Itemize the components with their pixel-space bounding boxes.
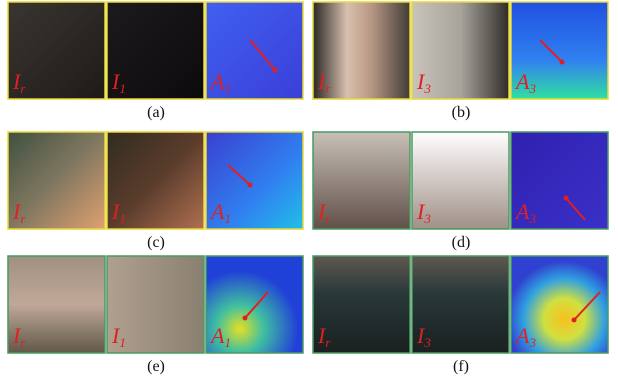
- label-sub: 1: [119, 335, 126, 350]
- label-sub: 3: [423, 335, 431, 350]
- caption: (f): [453, 358, 469, 375]
- caption: (b): [452, 104, 471, 121]
- label-sub: 1: [224, 211, 231, 226]
- label-base: A: [514, 323, 530, 348]
- label-sub: 1: [224, 81, 231, 96]
- arrow-head: [572, 318, 577, 323]
- label-sub: 3: [528, 81, 536, 96]
- arrow-head: [560, 60, 565, 65]
- label-base: A: [209, 69, 225, 94]
- arrow-head: [273, 68, 278, 73]
- caption: (a): [147, 104, 165, 121]
- arrow-head: [564, 196, 569, 201]
- label-sub: 3: [423, 81, 431, 96]
- label-sub: 1: [119, 211, 126, 226]
- caption: (d): [452, 234, 471, 251]
- label-sub: 1: [224, 335, 231, 350]
- label-base: A: [209, 199, 225, 224]
- caption: (e): [147, 358, 165, 375]
- label-base: A: [209, 323, 225, 348]
- arrow-head: [243, 316, 248, 321]
- label-sub: 3: [528, 211, 536, 226]
- label-sub: 1: [119, 81, 126, 96]
- label-sub: 3: [423, 211, 431, 226]
- label-sub: 3: [528, 335, 536, 350]
- caption: (c): [147, 234, 165, 251]
- label-base: A: [514, 69, 530, 94]
- figure: IrI1A1(a)IrI3A3(b)IrI1A1(c)IrI3A3(d)IrI1…: [0, 0, 618, 381]
- arrow-head: [248, 183, 253, 188]
- label-base: A: [514, 199, 530, 224]
